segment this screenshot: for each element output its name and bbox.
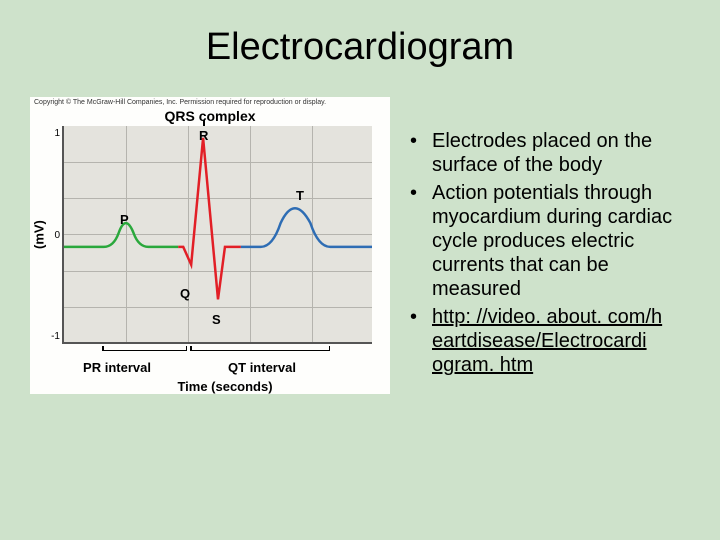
qt-bracket [190, 350, 330, 355]
bullet-link[interactable]: http: //video. about. com/h eartdisease/… [432, 305, 686, 377]
pr-interval-label: PR interval [62, 360, 172, 375]
r-top-tick [203, 120, 205, 126]
y-tick: 0 [48, 230, 60, 241]
bullet-list: • Electrodes placed on the surface of th… [410, 97, 690, 394]
page-title: Electrocardiogram [30, 26, 690, 69]
ecg-segment [241, 208, 372, 247]
wave-label-r: R [199, 128, 208, 143]
bullet-item: • Action potentials through myocardium d… [410, 181, 686, 301]
pr-bracket [102, 350, 187, 355]
copyright-text: Copyright © The McGraw-Hill Companies, I… [30, 97, 390, 108]
y-axis-label: (mV) [30, 126, 48, 344]
bullet-text: Electrodes placed on the surface of the … [432, 129, 686, 177]
wave-label-p: P [120, 212, 129, 227]
y-tick: -1 [48, 331, 60, 342]
bullet-item: • Electrodes placed on the surface of th… [410, 129, 686, 177]
plot-wrap: (mV) 1 0 -1 P Q R S T [30, 126, 390, 344]
x-axis-label: Time (seconds) [30, 375, 390, 394]
bullet-dot-icon: • [410, 181, 432, 301]
wave-label-s: S [212, 312, 221, 327]
content-row: Copyright © The McGraw-Hill Companies, I… [30, 97, 690, 394]
y-ticks: 1 0 -1 [48, 126, 62, 344]
bullet-text: Action potentials through myocardium dur… [432, 181, 686, 301]
ecg-chart: Copyright © The McGraw-Hill Companies, I… [30, 97, 390, 394]
wave-label-q: Q [180, 286, 190, 301]
slide: Electrocardiogram Copyright © The McGraw… [0, 0, 720, 540]
bullet-dot-icon: • [410, 305, 432, 377]
plot-region: P Q R S T [62, 126, 372, 344]
bullet-dot-icon: • [410, 129, 432, 177]
ecg-segment [178, 138, 241, 300]
qt-interval-label: QT interval [172, 360, 352, 375]
bullet-item: • http: //video. about. com/h eartdiseas… [410, 305, 686, 377]
interval-labels: PR interval QT interval [30, 358, 390, 375]
wave-label-t: T [296, 188, 304, 203]
y-tick: 1 [48, 128, 60, 139]
ecg-waveform [64, 126, 372, 342]
qrs-complex-label: QRS complex [30, 108, 390, 126]
chart-area: Copyright © The McGraw-Hill Companies, I… [30, 97, 390, 394]
